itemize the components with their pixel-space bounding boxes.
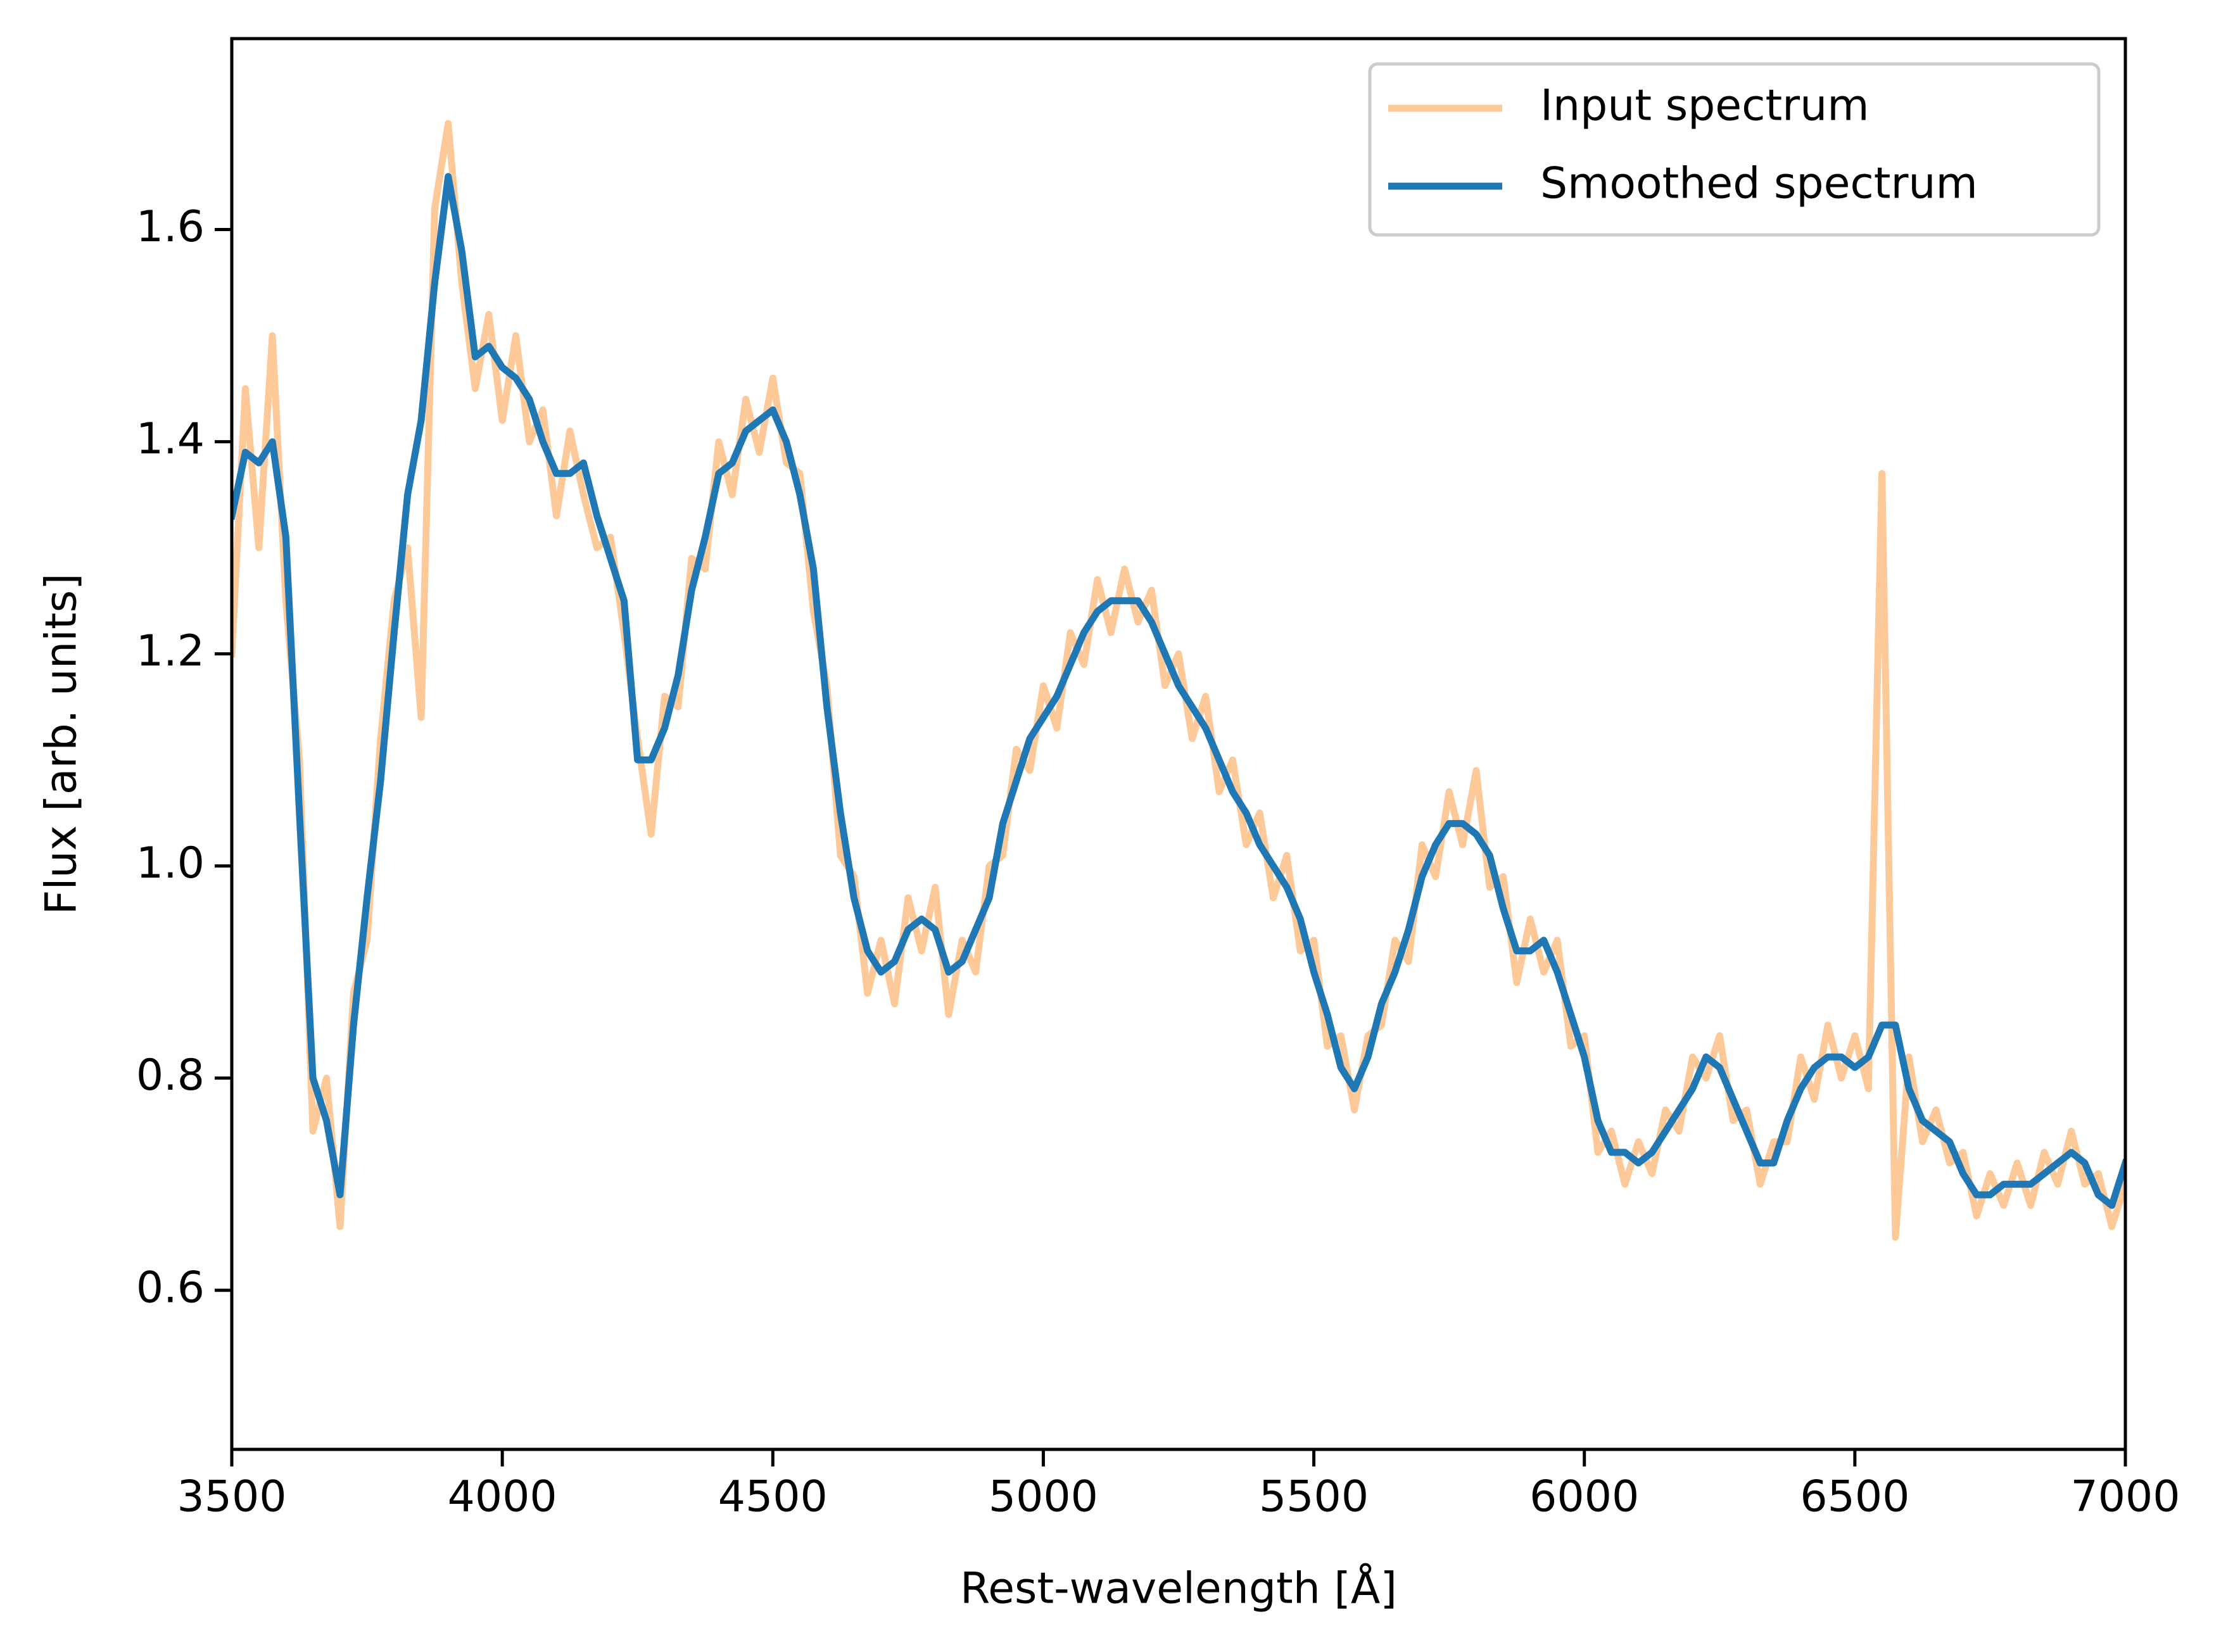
series-line <box>232 173 2125 1209</box>
y-tick-label: 0.6 <box>136 1263 205 1313</box>
y-tick-label: 1.6 <box>136 202 205 252</box>
y-axis-label: Flux [arb. units] <box>37 573 87 914</box>
y-tick-label: 0.8 <box>136 1050 205 1100</box>
x-tick-label: 7000 <box>2070 1472 2180 1522</box>
y-tick-label: 1.4 <box>136 414 205 464</box>
x-tick-label: 6500 <box>1800 1472 1909 1522</box>
legend-label: Input spectrum <box>1540 81 1869 131</box>
legend-box <box>1368 62 2101 237</box>
x-tick-label: 5500 <box>1259 1472 1369 1522</box>
x-tick-label: 4000 <box>448 1472 557 1522</box>
x-tick-label: 3500 <box>177 1472 286 1522</box>
y-tick-label: 1.2 <box>136 626 205 676</box>
y-tick-label: 1.0 <box>136 838 205 888</box>
x-tick-label: 6000 <box>1529 1472 1639 1522</box>
x-tick-label: 4500 <box>718 1472 828 1522</box>
x-tick-label: 5000 <box>989 1472 1098 1522</box>
axes-frame <box>230 37 2127 1451</box>
legend-label: Smoothed spectrum <box>1540 159 1978 209</box>
x-axis-label: Rest-wavelength [Å] <box>960 1563 1397 1614</box>
